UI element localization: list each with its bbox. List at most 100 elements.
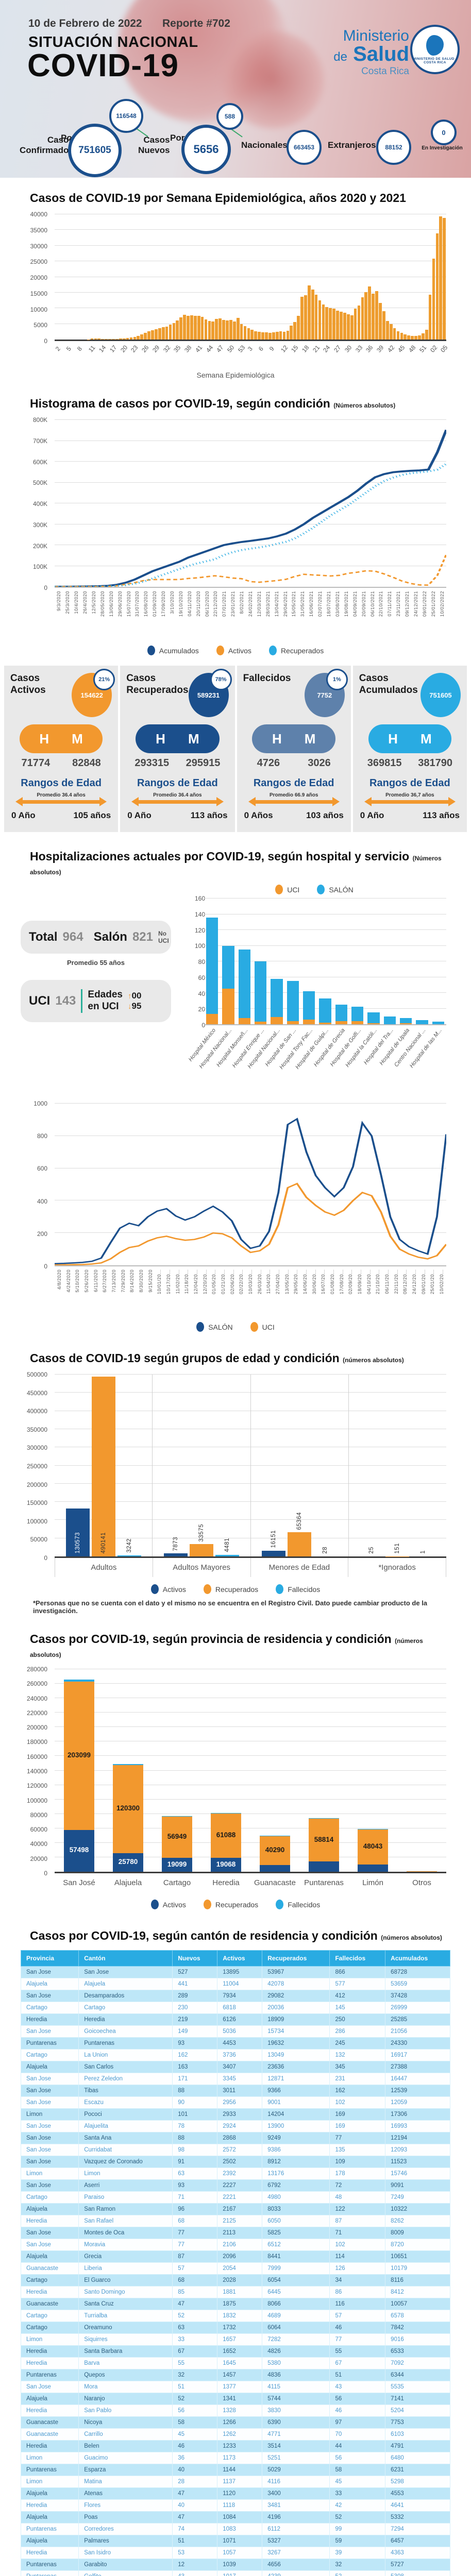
weekly-bar	[350, 315, 354, 340]
weekly-bar	[229, 319, 232, 340]
count-bubble: 751605	[420, 673, 461, 717]
x-tick: 04/10/20...	[364, 1269, 374, 1315]
table-cell: 93	[172, 2037, 218, 2049]
x-tick: 7/29/2020	[119, 1269, 128, 1315]
uci-segment	[254, 1022, 267, 1024]
uci-segment	[399, 1023, 412, 1024]
x-tick: 5	[65, 341, 73, 368]
weekly-bar	[389, 324, 393, 340]
weekly-bar	[439, 216, 443, 340]
salon-segment	[319, 998, 331, 1023]
table-cell: 33	[329, 2487, 386, 2500]
x-tick: 02/22/20...	[237, 1269, 246, 1315]
table-cell: 32	[172, 2369, 218, 2381]
x-tick	[232, 341, 236, 368]
x-tick: 03/08/2021	[333, 591, 342, 638]
x-tick: 10/02/2022	[438, 591, 446, 638]
x-tick: 14	[97, 341, 107, 368]
uci-segment	[238, 1018, 250, 1024]
table-cell: 6445	[262, 2286, 330, 2298]
table-cell: 3267	[262, 2547, 330, 2559]
x-tick: 21/10/20...	[374, 1269, 383, 1315]
female-count: 3026	[308, 757, 331, 769]
weekly-bar	[193, 316, 197, 340]
table-cell: 6533	[385, 2345, 450, 2358]
province-bar: 19068 61088	[211, 1812, 241, 1872]
table-cell: 8066	[262, 2298, 330, 2310]
age-min: 0 Año	[360, 810, 384, 820]
table-cell: San Jose	[20, 2156, 79, 2168]
x-tick-label: 06/11/20...	[384, 1269, 390, 1294]
weekly-bar	[90, 338, 94, 340]
promedio-label: Promedio 55 años	[67, 959, 125, 967]
table-cell: San Jose	[20, 1990, 79, 2002]
gridline	[55, 245, 446, 246]
y-axis-labels: 0 50000 100000 150000 200000 250000 300000 3500…	[21, 1371, 51, 1562]
legend-item: Recuperados	[268, 646, 324, 655]
table-cell: 162	[172, 2049, 218, 2061]
gridline	[55, 292, 446, 293]
x-tick-label: 4/24/2020	[65, 1269, 71, 1293]
uci-value: 143	[55, 993, 76, 1008]
weekly-x-axis-caption: Semana Epidemiológica	[196, 371, 275, 379]
weekly-bar	[122, 338, 126, 340]
report-title: COVID-19	[27, 48, 179, 83]
x-tick: 12/5/2020	[90, 591, 98, 638]
x-tick	[411, 341, 414, 368]
weekly-bar	[275, 331, 279, 340]
legend-item: Activos	[216, 646, 251, 655]
weekly-bar	[361, 297, 364, 340]
table-cell: 3514	[262, 2440, 330, 2452]
card-title: Fallecidos	[243, 673, 291, 685]
table-cell: 1071	[217, 2535, 263, 2547]
legend-label: SALÓN	[208, 1323, 233, 1331]
y-tick-label: 280000	[26, 1666, 47, 1673]
table-cell: Matina	[78, 2476, 173, 2488]
table-cell: Montes de Oca	[78, 2227, 173, 2239]
segment-value-label: 25780	[118, 1857, 138, 1866]
table-cell: 9249	[262, 2132, 330, 2144]
x-tick: 7/13/2020	[109, 1269, 119, 1315]
x-tick	[133, 341, 137, 368]
x-tick: 09/01/2022	[420, 591, 429, 638]
table-cell: 28	[172, 2476, 218, 2488]
x-tick	[112, 341, 115, 368]
bar-value-label: 7873	[172, 1536, 179, 1551]
legend-label: Fallecidos	[288, 1585, 321, 1594]
table-cell: Vazquez de Coronado	[78, 2156, 173, 2168]
table-cell: 5308	[385, 2570, 450, 2576]
male-count: 4726	[257, 757, 280, 769]
table-cell: 2868	[217, 2132, 263, 2144]
province-chart-title: Casos por COVID-19, según provincia de r…	[30, 1632, 392, 1646]
table-cell: 3345	[217, 2073, 263, 2085]
table-cell: 126	[329, 2262, 386, 2275]
table-cell: 68	[172, 2215, 218, 2227]
table-cell: 1266	[217, 2416, 263, 2429]
salon-segment	[335, 1004, 347, 1021]
age-range-arrow-icon	[131, 797, 224, 806]
weekly-bar	[293, 321, 297, 340]
weekly-bar	[176, 320, 179, 340]
province-bar: 58814	[309, 1818, 339, 1872]
y-tick-label: 100K	[32, 563, 47, 571]
y-axis-labels: 0 20 40 60 80 100 120 140 160	[178, 895, 208, 1029]
table-cell: 12059	[385, 2096, 450, 2109]
weekly-bar	[108, 339, 111, 340]
table-cell: 7282	[262, 2333, 330, 2346]
weekly-bar	[250, 330, 254, 340]
hospital-chart-note: (Números absolutos)	[30, 855, 442, 876]
table-cell: 9386	[262, 2144, 330, 2156]
y-tick-label: 160	[194, 895, 205, 902]
table-cell: 67	[329, 2357, 386, 2369]
segment-Fallecidos	[309, 1818, 339, 1819]
x-tick: 5/26/2020	[82, 1269, 91, 1315]
legend-label: Activos	[162, 1585, 186, 1594]
x-tick	[69, 341, 73, 368]
plot-area: 57498 203099 25780 120300 19099 56949 19068 610…	[55, 1669, 446, 1873]
weekly-bar	[414, 336, 417, 340]
percent-badge: 78%	[210, 669, 232, 690]
legend-dot	[275, 885, 283, 894]
table-cell: 40	[172, 2464, 218, 2476]
weekly-bar	[254, 331, 258, 340]
x-tick-label: 10/02/20...	[439, 1269, 445, 1295]
